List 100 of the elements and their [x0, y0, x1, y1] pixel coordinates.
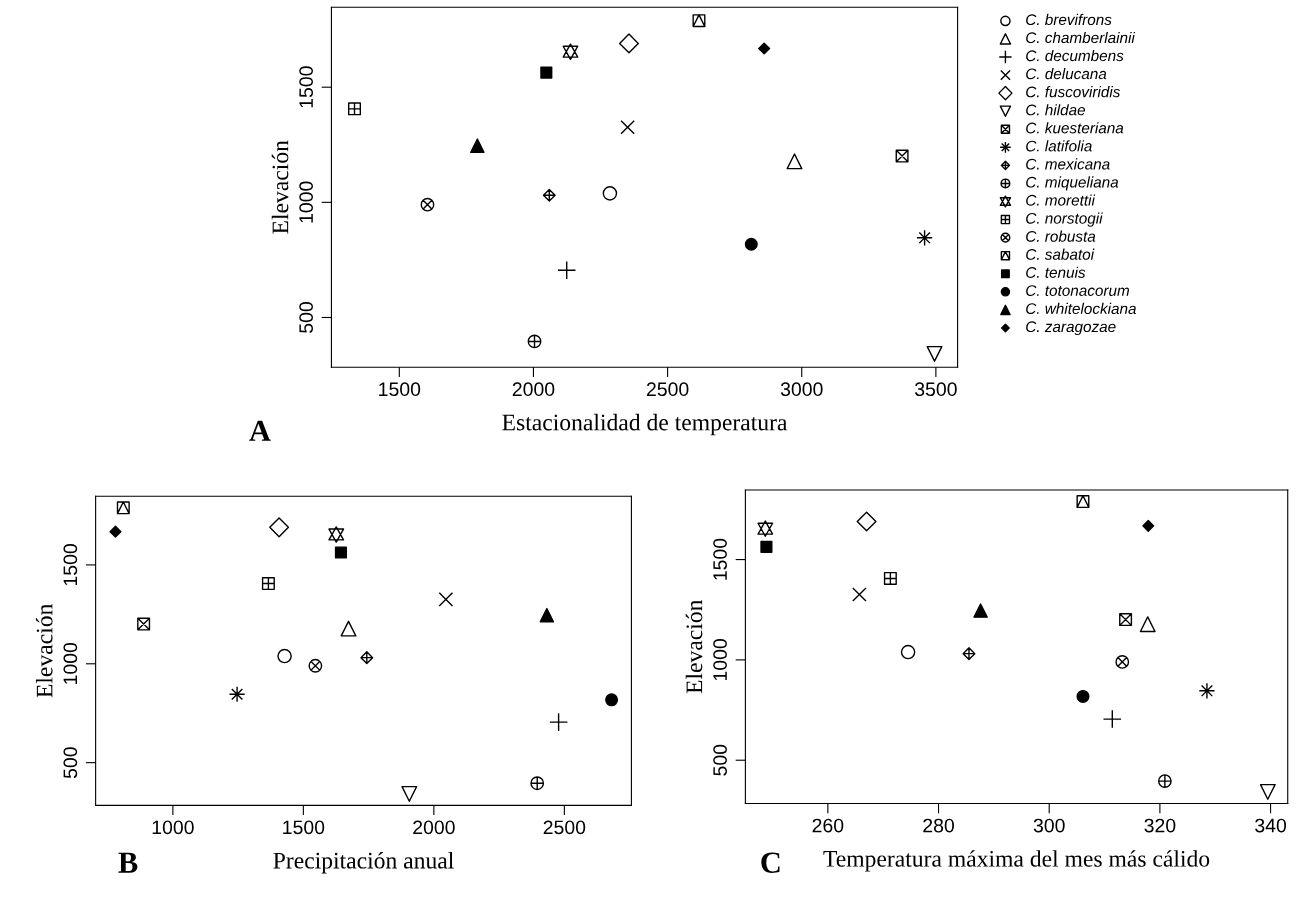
point: [334, 546, 348, 559]
y-tick-label: 1500: [713, 538, 727, 580]
x-tick-label: 2500: [646, 382, 689, 397]
text: C: [761, 852, 780, 873]
x-tick-label: 3500: [914, 382, 957, 397]
legend-label: C. chamberlainii: [1026, 31, 1136, 44]
point: [883, 571, 897, 585]
x-tick-label: 2000: [413, 820, 455, 835]
point: [340, 620, 357, 637]
point: [1102, 709, 1122, 729]
point: [308, 658, 323, 673]
x-tick-label: 260: [812, 818, 844, 833]
legend-label: C. morettii: [1026, 194, 1096, 206]
x-tick-label: 3000: [780, 382, 823, 397]
point: [605, 693, 619, 707]
legend-label: C. latifolia: [1026, 140, 1092, 152]
legend-label: C. totonacorum: [1026, 285, 1130, 296]
x-tick-label: 280: [923, 818, 954, 833]
legend-label: C. kuesteriana: [1026, 122, 1124, 134]
point: [1076, 689, 1090, 703]
point: [261, 577, 275, 591]
point: [549, 712, 569, 732]
point: [1198, 682, 1216, 700]
point: [620, 119, 635, 135]
text: B: [118, 852, 138, 873]
point: [109, 525, 122, 538]
legend-label: C. norstogii: [1026, 212, 1103, 227]
point: [542, 188, 556, 202]
x-tick-label: 2500: [543, 820, 586, 835]
text: A: [249, 420, 271, 441]
point: [926, 345, 943, 362]
y-axis-title: Elevación: [271, 140, 289, 234]
y-tick-label: 1500: [63, 544, 78, 586]
x-tick-label: 340: [1255, 818, 1287, 833]
legend-label: C. zaragozae: [1026, 321, 1116, 336]
point: [973, 603, 988, 618]
legend-label: C. mexicana: [1026, 158, 1110, 170]
x-axis-title: Precipitación anual: [273, 851, 454, 874]
x-tick-label: 1500: [379, 382, 421, 397]
point: [470, 138, 485, 153]
legend-label: C. delucana: [1026, 68, 1107, 80]
point: [786, 153, 803, 170]
point: [1157, 774, 1172, 788]
x-tick-label: 2000: [512, 382, 555, 397]
point: [1119, 613, 1133, 627]
y-tick-label: 500: [713, 744, 727, 776]
point: [1142, 519, 1155, 532]
y-tick-label: 1000: [63, 642, 78, 684]
x-tick-label: 300: [1033, 818, 1065, 833]
point: [1076, 495, 1090, 509]
point: [760, 540, 773, 554]
point: [438, 592, 454, 607]
y-tick-label: 1500: [299, 66, 313, 108]
point: [420, 197, 435, 212]
point: [540, 66, 553, 79]
point: [758, 42, 771, 55]
point: [530, 776, 545, 791]
x-axis-title: Temperatura máxima del mes más cálido: [823, 850, 1210, 872]
point: [562, 43, 579, 61]
legend-label: C. brevifrons: [1026, 13, 1112, 26]
point: [602, 186, 618, 201]
point: [1115, 654, 1130, 669]
point: [360, 651, 374, 665]
y-tick-label: 500: [63, 747, 78, 779]
legend-label: C. decumbens: [1026, 49, 1124, 62]
point: [116, 501, 130, 515]
legend-label: C. sabatoi: [1026, 248, 1095, 260]
point: [277, 648, 292, 664]
point: [269, 517, 290, 538]
point: [1139, 616, 1156, 633]
y-tick-label: 1000: [713, 639, 727, 681]
x-tick-label: 320: [1144, 818, 1176, 833]
point: [401, 785, 418, 802]
legend-label: C. whitelockiana: [1026, 302, 1136, 315]
x-tick-label: 1000: [152, 820, 194, 835]
legend-label: C. tenuis: [1026, 266, 1086, 278]
point: [347, 102, 362, 116]
point: [228, 685, 246, 703]
point: [962, 647, 976, 661]
point: [692, 14, 706, 28]
point: [1259, 783, 1276, 800]
point: [895, 149, 909, 163]
point: [856, 511, 877, 532]
point: [852, 587, 867, 602]
point: [916, 229, 933, 247]
point: [900, 644, 916, 660]
point: [744, 237, 758, 251]
legend-label: C. hildae: [1026, 104, 1086, 116]
point: [137, 617, 151, 631]
y-axis-title: Elevación: [685, 599, 703, 694]
y-tick-label: 500: [299, 302, 313, 333]
y-tick-label: 1000: [299, 181, 313, 223]
y-axis-title: Elevación: [35, 604, 53, 698]
point: [527, 334, 542, 349]
point: [539, 607, 555, 623]
point: [557, 260, 577, 280]
point: [757, 520, 774, 537]
legend-label: C. robusta: [1026, 230, 1096, 242]
x-axis-title: Estacionalidad de temperatura: [502, 413, 788, 436]
legend-label: C. miqueliana: [1026, 176, 1119, 191]
